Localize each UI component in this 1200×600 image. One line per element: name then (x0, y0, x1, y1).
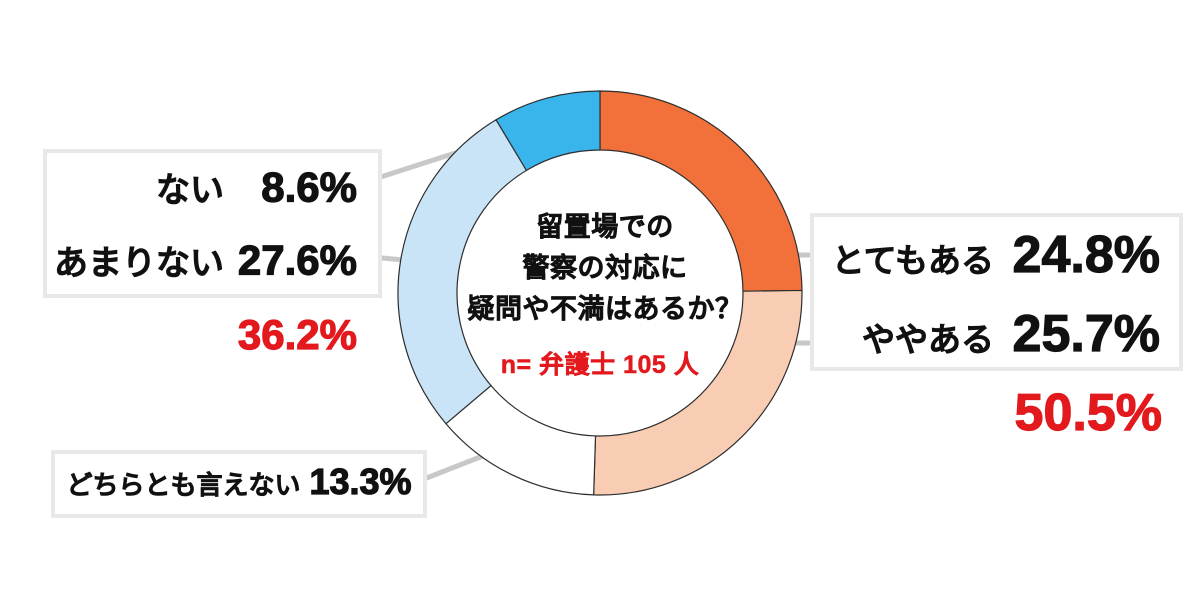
label-box-neutral: どちらとも言えない 13.3% (51, 450, 427, 518)
legend-label-none: ない (156, 171, 225, 210)
legend-row-none: ない 8.6% (47, 163, 378, 212)
center-title-line2: 警察の対応に (522, 253, 688, 284)
legend-row-somewhat: ややある 25.7% (814, 304, 1179, 364)
legend-label-not-really: あまりない (54, 244, 225, 283)
legend-label-very-much: とてもある (831, 242, 994, 280)
donut-segments (397, 90, 803, 496)
legend-label-neutral: どちらとも言えない (66, 470, 301, 501)
legend-row-not-really: あまりない 27.6% (47, 236, 378, 285)
legend-value-very-much: 24.8% (1012, 225, 1161, 284)
legend-value-none: 8.6% (261, 163, 358, 211)
donut-segment (397, 119, 528, 425)
center-title-line1: 留置場での (536, 212, 674, 243)
sample-size-note: n= 弁護士 105 人 (500, 351, 700, 380)
label-box-negative: ない 8.6% あまりない 27.6% (43, 149, 382, 298)
legend-value-somewhat: 25.7% (1012, 304, 1161, 363)
label-box-positive: とてもある 24.8% ややある 25.7% (810, 213, 1183, 371)
legend-value-not-really: 27.6% (237, 236, 357, 284)
total-positive: 50.5% (1014, 383, 1163, 442)
donut-segment (495, 90, 601, 171)
legend-row-very-much: とてもある 24.8% (814, 225, 1179, 285)
legend-label-somewhat: ややある (862, 321, 995, 359)
donut-center-title: 留置場での 警察の対応に 疑問や不満はあるか？ (467, 207, 743, 330)
legend-value-neutral: 13.3% (309, 460, 412, 502)
legend-row-neutral: どちらとも言えない 13.3% (55, 460, 423, 503)
center-title-line3: 疑問や不満はあるか？ (467, 294, 743, 325)
total-negative: 36.2% (237, 310, 357, 358)
